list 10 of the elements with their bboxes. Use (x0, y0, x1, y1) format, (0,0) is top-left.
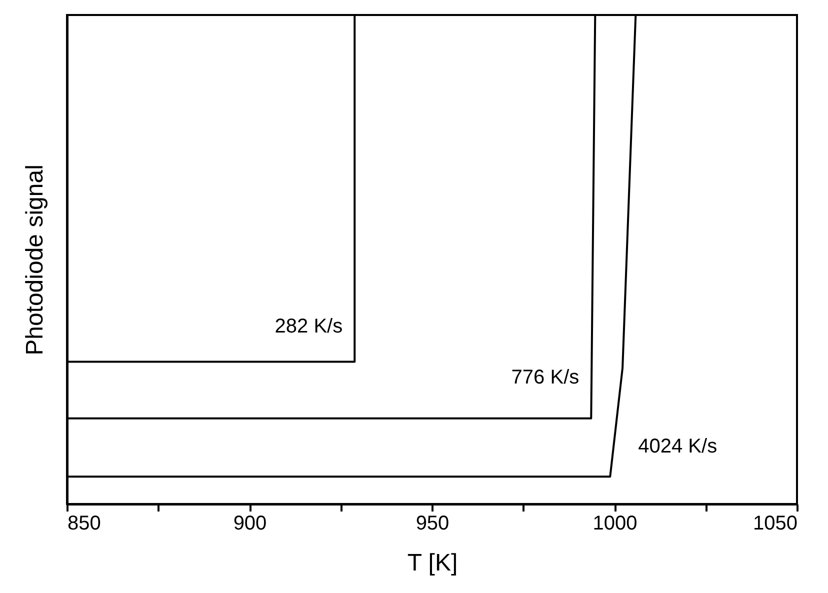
y-axis-title: Photodiode signal (22, 164, 48, 356)
series-label: 4024 K/s (638, 436, 718, 458)
x-tick-label: 950 (416, 512, 450, 534)
series-label: 776 K/s (511, 366, 580, 388)
x-tick-label: 850 (68, 512, 101, 534)
x-tick-label: 1000 (592, 512, 638, 534)
x-tick-label: 900 (233, 512, 267, 534)
x-axis-title: T [K] (407, 550, 458, 576)
series-label: 282 K/s (274, 316, 343, 338)
x-tick-label: 1050 (753, 512, 798, 534)
